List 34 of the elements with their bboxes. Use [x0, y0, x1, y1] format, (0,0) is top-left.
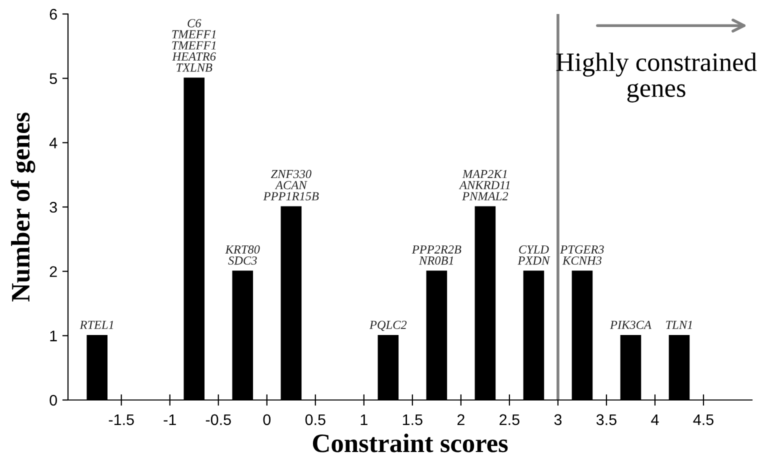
annotation: C6 TMEFF1 TMEFF1 HEATR6 TXLNB: [172, 19, 216, 72]
annotation: ZNF330 ACAN PPP1R15B: [263, 170, 319, 200]
annotation: MAP2K1 ANKRD11 PNMAL2: [458, 170, 510, 200]
annotation: Highly constrained genes: [556, 52, 757, 102]
annotation: PTGER3 KCNH3: [560, 245, 604, 265]
y-tick-label: 4: [49, 138, 58, 148]
y-axis-title: Number of genes: [10, 112, 36, 302]
x-tick-label: 3.5: [596, 414, 616, 426]
x-tick-label: 4.5: [693, 414, 714, 426]
y-tick-label: 2: [50, 266, 57, 277]
annotation: PIK3CA: [610, 320, 652, 330]
y-tick-label: 0: [50, 394, 57, 406]
x-tick-label: -1.5: [108, 414, 134, 426]
annotation: RTEL1: [80, 320, 114, 329]
x-tick-label: 2: [457, 414, 464, 425]
x-tick-label: 1.5: [402, 414, 422, 426]
x-tick-label: 2.5: [500, 414, 520, 426]
x-axis-title: Constraint scores: [312, 434, 508, 452]
x-tick-label: -1: [164, 414, 176, 425]
y-tick-label: 6: [50, 8, 57, 20]
x-tick-label: 0: [263, 414, 271, 426]
x-tick-label: 4: [651, 414, 659, 425]
annotation: CYLD PXDN: [518, 245, 550, 265]
annotation: TLN1: [666, 320, 692, 329]
annotation: PPP2R2B NR0B1: [412, 245, 462, 265]
x-tick-label: 1: [360, 414, 368, 425]
y-tick-label: 1: [50, 330, 57, 342]
annotation: KRT80 SDC3: [225, 245, 260, 265]
x-tick-label: -0.5: [206, 414, 231, 426]
y-tick-label: 5: [50, 73, 57, 84]
annotation: PQLC2: [369, 320, 407, 331]
y-tick-label: 3: [50, 202, 57, 213]
x-tick-label: 0.5: [305, 414, 326, 426]
x-tick-label: 3: [554, 414, 562, 426]
